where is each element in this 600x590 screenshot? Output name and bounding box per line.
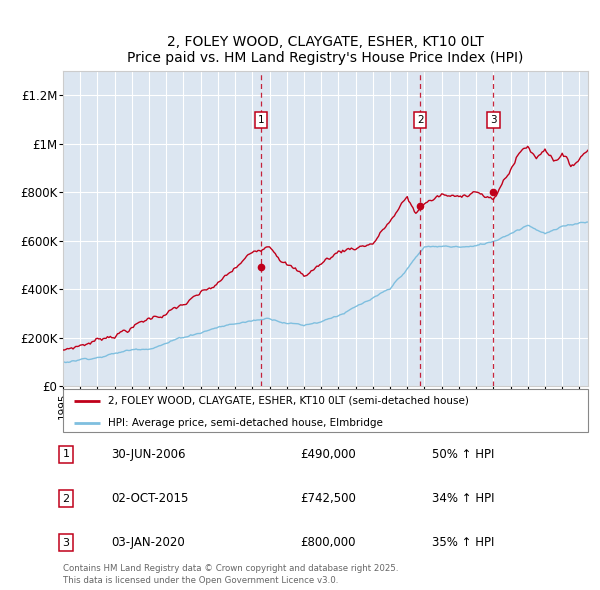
Text: 03-JAN-2020: 03-JAN-2020	[111, 536, 185, 549]
Text: Contains HM Land Registry data © Crown copyright and database right 2025.
This d: Contains HM Land Registry data © Crown c…	[63, 565, 398, 585]
Text: £800,000: £800,000	[300, 536, 355, 549]
Text: £490,000: £490,000	[300, 448, 356, 461]
Text: £742,500: £742,500	[300, 492, 356, 505]
Text: 3: 3	[490, 114, 497, 124]
Text: 1: 1	[62, 450, 70, 459]
Text: HPI: Average price, semi-detached house, Elmbridge: HPI: Average price, semi-detached house,…	[107, 418, 383, 428]
Text: 2, FOLEY WOOD, CLAYGATE, ESHER, KT10 0LT (semi-detached house): 2, FOLEY WOOD, CLAYGATE, ESHER, KT10 0LT…	[107, 396, 469, 406]
Text: 34% ↑ HPI: 34% ↑ HPI	[432, 492, 494, 505]
Text: 3: 3	[62, 538, 70, 548]
Text: 35% ↑ HPI: 35% ↑ HPI	[432, 536, 494, 549]
Text: 50% ↑ HPI: 50% ↑ HPI	[432, 448, 494, 461]
Text: 1: 1	[257, 114, 264, 124]
FancyBboxPatch shape	[63, 389, 588, 432]
Text: 2: 2	[62, 494, 70, 503]
Text: 02-OCT-2015: 02-OCT-2015	[111, 492, 188, 505]
Text: 30-JUN-2006: 30-JUN-2006	[111, 448, 185, 461]
Text: 2: 2	[417, 114, 424, 124]
Title: 2, FOLEY WOOD, CLAYGATE, ESHER, KT10 0LT
Price paid vs. HM Land Registry's House: 2, FOLEY WOOD, CLAYGATE, ESHER, KT10 0LT…	[127, 35, 524, 65]
